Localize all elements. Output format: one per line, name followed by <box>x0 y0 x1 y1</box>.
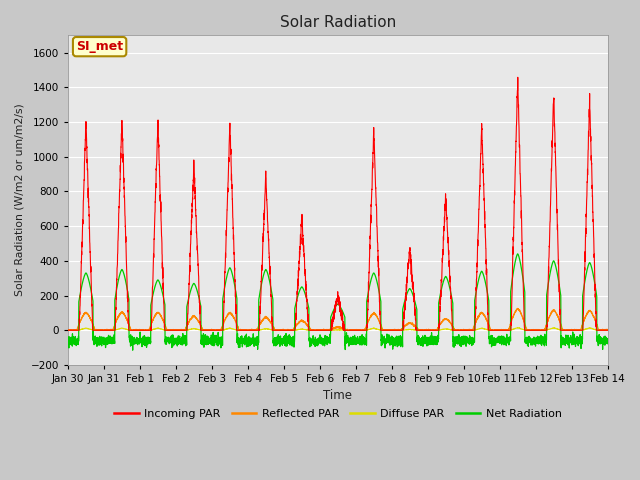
Legend: Incoming PAR, Reflected PAR, Diffuse PAR, Net Radiation: Incoming PAR, Reflected PAR, Diffuse PAR… <box>109 405 566 423</box>
X-axis label: Time: Time <box>323 389 352 402</box>
Text: SI_met: SI_met <box>76 40 123 53</box>
Title: Solar Radiation: Solar Radiation <box>280 15 396 30</box>
Y-axis label: Solar Radiation (W/m2 or um/m2/s): Solar Radiation (W/m2 or um/m2/s) <box>15 104 25 297</box>
